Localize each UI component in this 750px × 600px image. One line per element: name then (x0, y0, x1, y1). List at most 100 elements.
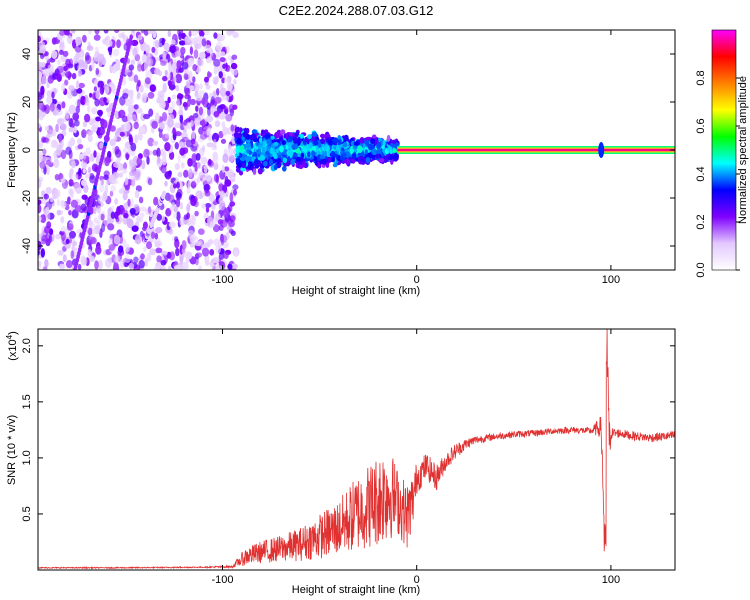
noise-speckle (78, 167, 82, 176)
noise-speckle (99, 85, 105, 95)
noise-speckle (41, 75, 47, 85)
noise-speckle (122, 192, 128, 201)
noise-speckle (88, 30, 92, 35)
noise-speckle (204, 76, 209, 83)
noise-speckle (41, 238, 46, 245)
colorbar-tick-label: 0.2 (695, 214, 707, 229)
noise-speckle (111, 179, 119, 185)
colorbar: 0.0 0.2 0.4 0.6 0.8 Normalized spectral ampl… (695, 29, 749, 278)
noise-speckle (46, 95, 52, 105)
noise-speckle (168, 221, 176, 228)
colorbar-tick-label: 0.0 (695, 262, 707, 277)
noise-speckle (147, 137, 155, 147)
noise-speckle (38, 204, 42, 214)
noise-speckle (132, 170, 139, 177)
noise-speckle (177, 171, 183, 178)
noise-speckle (115, 157, 121, 165)
noise-speckle (38, 91, 43, 101)
noise-speckle (38, 151, 44, 160)
noise-speckle (74, 45, 82, 53)
noise-speckle (216, 105, 223, 114)
noise-speckle (164, 133, 170, 139)
noise-speckle (161, 215, 165, 222)
noise-speckle (162, 82, 167, 93)
noise-speckle (95, 245, 102, 255)
noise-speckle (215, 41, 223, 52)
spectrogram-xlabel: Height of straight line (km) (292, 285, 420, 297)
noise-speckle (64, 109, 70, 120)
noise-speckle (79, 52, 85, 61)
noise-speckle (199, 83, 203, 90)
noise-speckle (114, 198, 119, 205)
noise-speckle (103, 30, 109, 34)
noise-speckle (220, 51, 226, 57)
noise-speckle (45, 159, 52, 166)
noise-speckle (108, 46, 113, 56)
chart-title: C2E2.2024.288.07.03.G12 (279, 3, 434, 18)
noise-speckle (59, 41, 65, 52)
broad-speckle (290, 158, 296, 166)
noise-speckle (78, 153, 84, 160)
noise-speckle (81, 129, 87, 139)
noise-speckle (231, 69, 238, 76)
y-tick-label: 40 (21, 48, 33, 60)
noise-speckle (55, 123, 59, 133)
noise-speckle (58, 173, 64, 180)
noise-speckle (158, 102, 165, 108)
noise-speckle (38, 71, 42, 79)
noise-speckle (174, 163, 180, 171)
noise-speckle (57, 117, 65, 126)
noise-speckle (65, 58, 71, 67)
x-tick-label: 100 (602, 274, 620, 286)
noise-speckle (138, 259, 145, 269)
noise-speckle (69, 230, 76, 239)
noise-speckle (186, 186, 191, 195)
noise-speckle (207, 57, 213, 64)
noise-speckle (124, 184, 130, 191)
broad-speckle (266, 138, 272, 146)
noise-speckle (60, 149, 67, 160)
broad-speckle (379, 158, 385, 163)
noise-speckle (136, 157, 143, 167)
noise-speckle (131, 162, 136, 171)
broad-speckle (254, 158, 259, 164)
noise-speckle (190, 198, 197, 207)
broad-speckle (259, 154, 266, 161)
noise-speckle (224, 179, 232, 187)
noise-speckle (219, 87, 227, 97)
spectrogram-ylabel: Frequency (Hz) (6, 112, 18, 188)
noise-speckle (38, 83, 41, 92)
broad-speckle (368, 143, 374, 151)
broad-speckle (323, 151, 328, 157)
noise-speckle (192, 64, 198, 72)
broad-speckle (261, 146, 266, 153)
noise-speckle (69, 137, 76, 147)
noise-speckle (123, 261, 129, 268)
noise-speckle (198, 106, 204, 116)
noise-speckle (198, 126, 204, 135)
noise-speckle (40, 248, 45, 258)
noise-speckle (95, 116, 101, 122)
broad-speckle (294, 132, 300, 137)
noise-speckle (94, 260, 99, 270)
noise-speckle (81, 256, 88, 266)
noise-speckle (95, 67, 100, 76)
noise-speckle (178, 32, 183, 41)
noise-speckle (61, 101, 66, 109)
noise-speckle (118, 245, 124, 253)
noise-speckle (204, 190, 211, 197)
noise-speckle (128, 262, 135, 270)
noise-speckle (105, 39, 113, 48)
broad-speckle (240, 156, 246, 162)
broad-speckle (298, 164, 304, 170)
noise-speckle (218, 111, 226, 120)
snr-series-line (38, 329, 675, 570)
noise-speckle (153, 196, 159, 206)
noise-speckle (175, 73, 183, 84)
noise-speckle (38, 101, 45, 111)
broad-speckle (282, 165, 287, 172)
x-tick-label: 100 (602, 574, 620, 586)
broad-speckle (394, 144, 398, 149)
noise-speckle (220, 234, 227, 243)
noise-speckle (68, 85, 75, 92)
